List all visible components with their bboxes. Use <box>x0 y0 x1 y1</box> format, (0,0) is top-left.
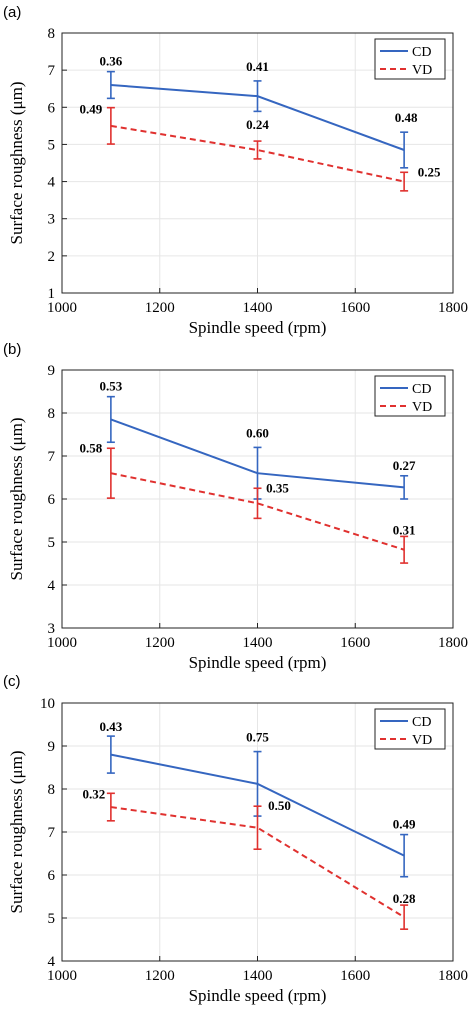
error-bar <box>253 805 262 851</box>
data-label: 0.53 <box>100 379 123 394</box>
error-bar <box>106 735 115 774</box>
y-tick-label: 5 <box>48 535 56 551</box>
x-tick-label: 1400 <box>243 635 273 651</box>
data-label: 0.43 <box>100 719 123 734</box>
panel-letter: (a) <box>3 4 21 21</box>
x-tick-label: 1200 <box>145 635 175 651</box>
x-tick-label: 1400 <box>243 300 273 316</box>
y-tick-label: 1 <box>48 286 56 302</box>
x-tick-label: 1600 <box>340 635 370 651</box>
data-label: 0.28 <box>393 891 416 906</box>
error-bar <box>400 904 409 930</box>
legend: CD VD <box>374 375 446 417</box>
legend: CD VD <box>374 708 446 750</box>
error-bar <box>400 833 409 878</box>
series-line-VD <box>110 472 405 551</box>
chart-panel: (c) 1000 1200 1400 1600 1800 4 5 6 7 8 9 10 Spindle s… <box>3 673 468 1005</box>
x-axis-title: Spindle speed (rpm) <box>189 318 327 337</box>
data-label: 0.36 <box>100 54 123 69</box>
y-tick-label: 6 <box>48 868 56 884</box>
data-label: 0.27 <box>393 458 416 473</box>
y-axis-title: Surface roughness (μm) <box>7 417 26 580</box>
legend: CD VD <box>374 38 446 80</box>
y-tick-label: 4 <box>48 578 56 594</box>
x-tick-label: 1800 <box>438 635 468 651</box>
legend-label-CD: CD <box>412 45 431 60</box>
chart-panel: (a) 1000 1200 1400 1600 1800 1 2 3 4 5 6 7 8 Spindle s… <box>3 4 468 337</box>
error-bar <box>400 171 409 192</box>
y-tick-label: 9 <box>48 363 56 379</box>
y-tick-label: 3 <box>48 621 56 637</box>
x-axis-title: Spindle speed (rpm) <box>189 653 327 672</box>
y-tick-label: 4 <box>48 954 56 970</box>
legend-label-VD: VD <box>412 63 432 78</box>
y-tick-label: 8 <box>48 406 56 422</box>
data-label: 0.48 <box>395 110 418 125</box>
data-label: 0.50 <box>268 798 291 813</box>
legend-box <box>374 38 446 80</box>
series-line-VD <box>110 806 405 918</box>
error-bar <box>400 535 409 564</box>
data-label: 0.24 <box>246 117 269 132</box>
panel-letter: (b) <box>3 341 21 358</box>
y-tick-label: 4 <box>48 175 56 191</box>
error-bar <box>400 474 409 500</box>
x-tick-label: 1200 <box>145 968 175 984</box>
y-tick-label: 6 <box>48 492 56 508</box>
y-tick-label: 8 <box>48 26 56 42</box>
x-axis-title: Spindle speed (rpm) <box>189 986 327 1005</box>
x-tick-label: 1600 <box>340 968 370 984</box>
x-tick-label: 1800 <box>438 300 468 316</box>
data-label: 0.49 <box>80 102 103 117</box>
y-tick-label: 7 <box>48 63 56 79</box>
y-tick-label: 6 <box>48 100 56 116</box>
data-label: 0.58 <box>80 440 103 455</box>
legend-box <box>374 375 446 417</box>
error-bar <box>106 447 115 499</box>
panel-letter: (c) <box>3 673 21 690</box>
data-label: 0.35 <box>266 480 289 495</box>
error-bar <box>253 487 262 520</box>
y-tick-label: 8 <box>48 782 56 798</box>
error-bar <box>253 80 262 113</box>
x-tick-label: 1800 <box>438 968 468 984</box>
y-tick-label: 2 <box>48 249 56 265</box>
y-tick-label: 5 <box>48 137 56 153</box>
data-label: 0.25 <box>418 164 441 179</box>
y-tick-label: 10 <box>40 696 55 712</box>
error-bar <box>400 131 409 169</box>
legend-label-VD: VD <box>412 400 432 415</box>
legend-box <box>374 708 446 750</box>
legend-label-VD: VD <box>412 733 432 748</box>
data-label: 0.75 <box>246 730 269 745</box>
chart-panel: (b) 1000 1200 1400 1600 1800 3 4 5 6 7 8 9 Spindle sp… <box>3 341 468 672</box>
error-bar <box>106 792 115 822</box>
x-tick-label: 1000 <box>47 968 77 984</box>
error-bar <box>253 140 262 160</box>
data-label: 0.41 <box>246 59 269 74</box>
error-bar <box>106 70 115 100</box>
error-bar <box>106 395 115 444</box>
y-tick-label: 3 <box>48 212 56 228</box>
data-label: 0.49 <box>393 817 416 832</box>
y-tick-label: 7 <box>48 825 56 841</box>
y-axis-title: Surface roughness (μm) <box>7 750 26 913</box>
y-tick-label: 7 <box>48 449 56 465</box>
y-tick-label: 5 <box>48 911 56 927</box>
x-tick-label: 1000 <box>47 300 77 316</box>
x-tick-label: 1400 <box>243 968 273 984</box>
x-tick-label: 1600 <box>340 300 370 316</box>
data-label: 0.32 <box>83 786 106 801</box>
y-axis-title: Surface roughness (μm) <box>7 81 26 244</box>
error-bar <box>106 106 115 145</box>
legend-label-CD: CD <box>412 715 431 730</box>
x-tick-label: 1200 <box>145 300 175 316</box>
data-label: 0.31 <box>393 522 416 537</box>
x-tick-label: 1000 <box>47 635 77 651</box>
data-label: 0.60 <box>246 425 269 440</box>
legend-label-CD: CD <box>412 382 431 397</box>
y-tick-label: 9 <box>48 739 56 755</box>
